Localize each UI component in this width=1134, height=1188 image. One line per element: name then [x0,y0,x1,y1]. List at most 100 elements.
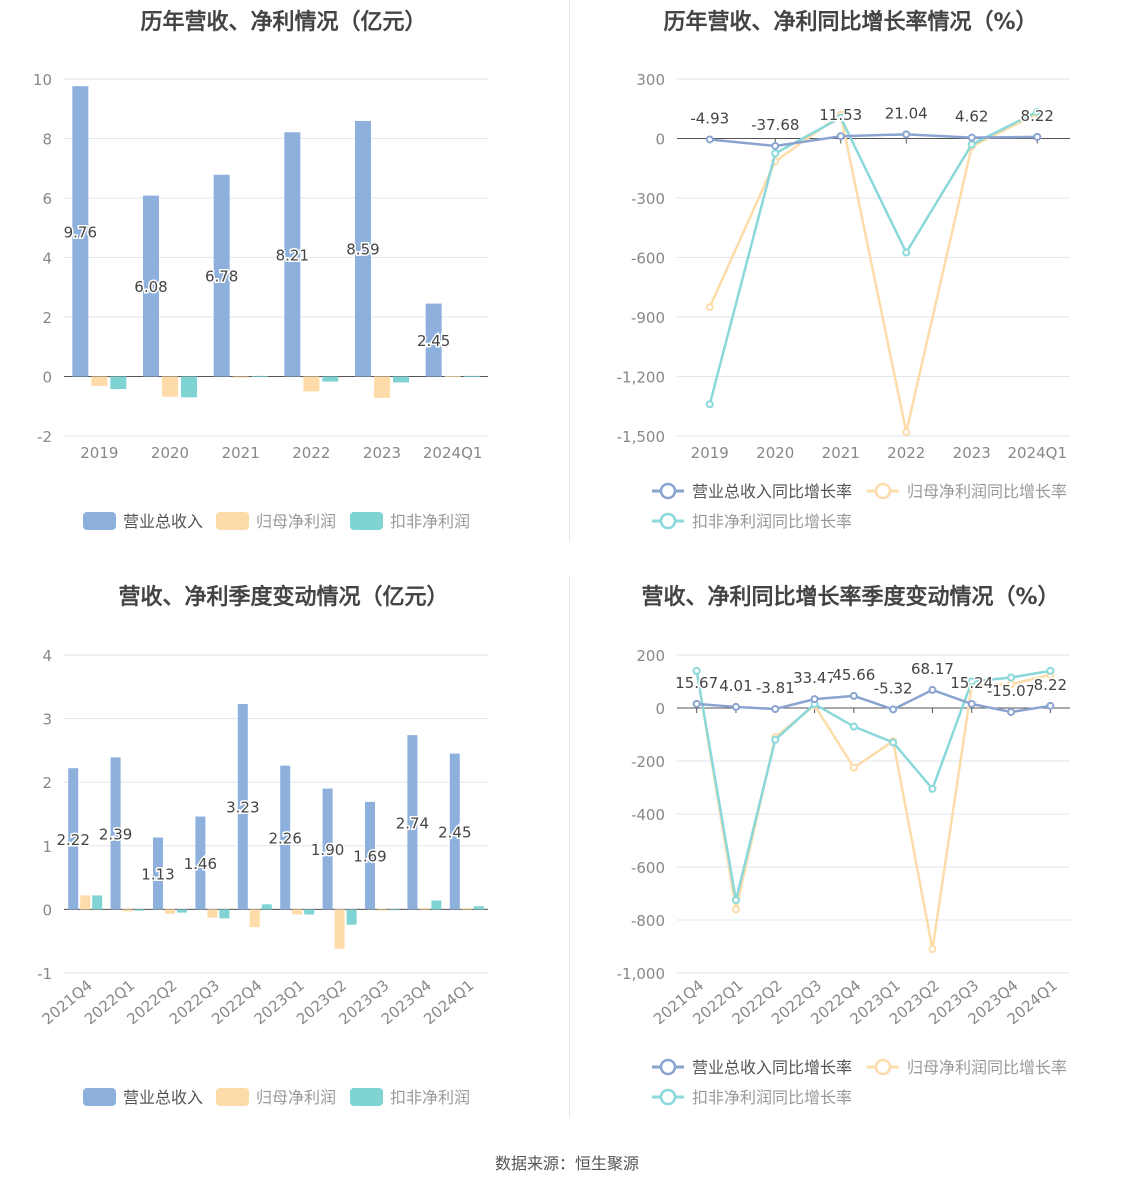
legend-swatch [216,512,249,530]
data-point [731,905,740,914]
data-point [705,400,714,409]
x-tick-label: 2022 [887,444,925,462]
y-tick-label: -300 [631,190,665,208]
data-point [928,945,937,954]
legend-swatch-marker [874,482,892,500]
data-point [928,685,937,694]
bar-deducted-profit [346,909,357,925]
bar-revenue [425,303,442,377]
data-label: 2.74 [396,814,429,832]
legend-label: 营业总收入 [123,1088,203,1107]
annual-growth-panel: 历年营收、净利同比增长率情况（%） -1,500 -1,200 -900 -600 -3… [567,0,1134,560]
data-label: 2.39 [99,825,132,843]
bar-deducted-profit [177,909,187,913]
data-label: 15.67 [675,674,718,692]
legend-label: 扣非净利润 [390,1088,470,1107]
data-label: 1.13 [141,865,174,883]
y-tick-label: -900 [631,309,665,327]
legend-label: 营业总收入同比增长率 [692,482,852,501]
y-tick-label: -400 [631,806,665,824]
data-label: -3.81 [756,679,795,697]
data-label: 8.22 [1021,107,1054,125]
bar-revenue [237,703,248,910]
data-point [967,677,976,686]
data-point [902,130,911,139]
y-tick-label: 1 [42,838,52,856]
quarterly-growth-panel: 营收、净利同比增长率季度变动情况（%） -1,000 -800 -600 -400 -2… [567,575,1134,1130]
x-tick-label: 2022 [292,444,330,462]
data-point [836,113,845,122]
data-label: 21.04 [885,104,928,122]
chart-title: 营收、净利季度变动情况（亿元） [118,585,449,610]
legend-label: 扣非净利润同比增长率 [692,512,852,531]
y-tick-label: -1 [37,965,52,983]
data-point [967,140,976,149]
bar-deducted-profit [219,909,230,919]
x-tick-label: 2021 [222,444,260,462]
data-point [849,722,858,731]
bar-deducted-profit [304,909,315,915]
data-label: 9.76 [64,223,97,241]
data-point [849,691,858,700]
bar-revenue [322,788,333,910]
bar-net-profit [461,908,472,910]
data-point [771,735,780,744]
series-line [708,110,1038,405]
x-tick-label: 2024Q1 [1007,444,1067,462]
data-point [836,132,845,141]
y-tick-label: 0 [42,369,52,387]
x-tick-label: 2021 [822,444,860,462]
data-label: 2.45 [438,823,471,841]
legend-label: 归母净利润 [256,512,336,531]
data-point [731,702,740,711]
y-tick-label: 0 [655,700,665,718]
data-label: 8.59 [346,241,379,259]
legend-swatch-marker [874,1058,892,1076]
legend-swatch [350,512,383,530]
data-label: 2.26 [268,830,301,848]
bar-deducted-profit [463,375,480,377]
bar-deducted-profit [393,376,409,383]
y-tick-label: 8 [42,131,52,149]
y-tick-label: -600 [631,859,665,877]
legend-swatch [83,1088,116,1106]
y-tick-label: 6 [42,190,52,208]
bar-net-profit [249,909,260,928]
y-tick-label: -1,500 [617,428,665,446]
legend-swatch-marker [659,512,677,530]
series-line [695,669,1051,901]
bar-deducted-profit [110,376,127,389]
bar-deducted-profit [431,900,442,910]
chart-title: 营收、净利同比增长率季度变动情况（%） [641,585,1060,610]
annual-values-chart: -2 0 2 4 6 8 10 2019 2020 2021 2022 2023 2024Q1 9.76 6… [33,71,488,531]
series-line [696,688,1051,714]
bar-revenue [110,757,121,910]
data-point [1007,707,1016,716]
bar-deducted-profit [251,375,268,377]
bar-net-profit [374,376,390,398]
data-point [1033,107,1042,116]
bar-net-profit [232,376,249,378]
bar-net-profit [80,895,91,910]
data-point [705,303,714,312]
data-point [692,666,701,675]
data-point [1046,701,1055,710]
data-label: 8.21 [276,246,309,264]
data-point [705,135,714,144]
data-label: 1.46 [184,855,217,873]
y-tick-label: -200 [631,753,665,771]
annual-values-panel: 历年营收、净利情况（亿元） -2 0 2 4 6 8 10 2019 2020 2021 2022 2… [0,0,567,560]
bar-revenue [280,765,291,910]
x-tick-label: 2023 [953,444,991,462]
data-point [967,699,976,708]
annual-growth-chart: -1,500 -1,200 -900 -600 -300 0 300 2019 2020 2021… [617,71,1070,531]
bar-net-profit [444,375,461,377]
bar-revenue [355,120,371,377]
bar-deducted-profit [389,909,399,911]
data-label: 6.08 [134,278,167,296]
bar-revenue [213,174,230,377]
bar-revenue [365,801,375,910]
x-tick-label: 2020 [151,444,189,462]
data-label: 2.45 [417,332,450,350]
legend-swatch [83,512,116,530]
